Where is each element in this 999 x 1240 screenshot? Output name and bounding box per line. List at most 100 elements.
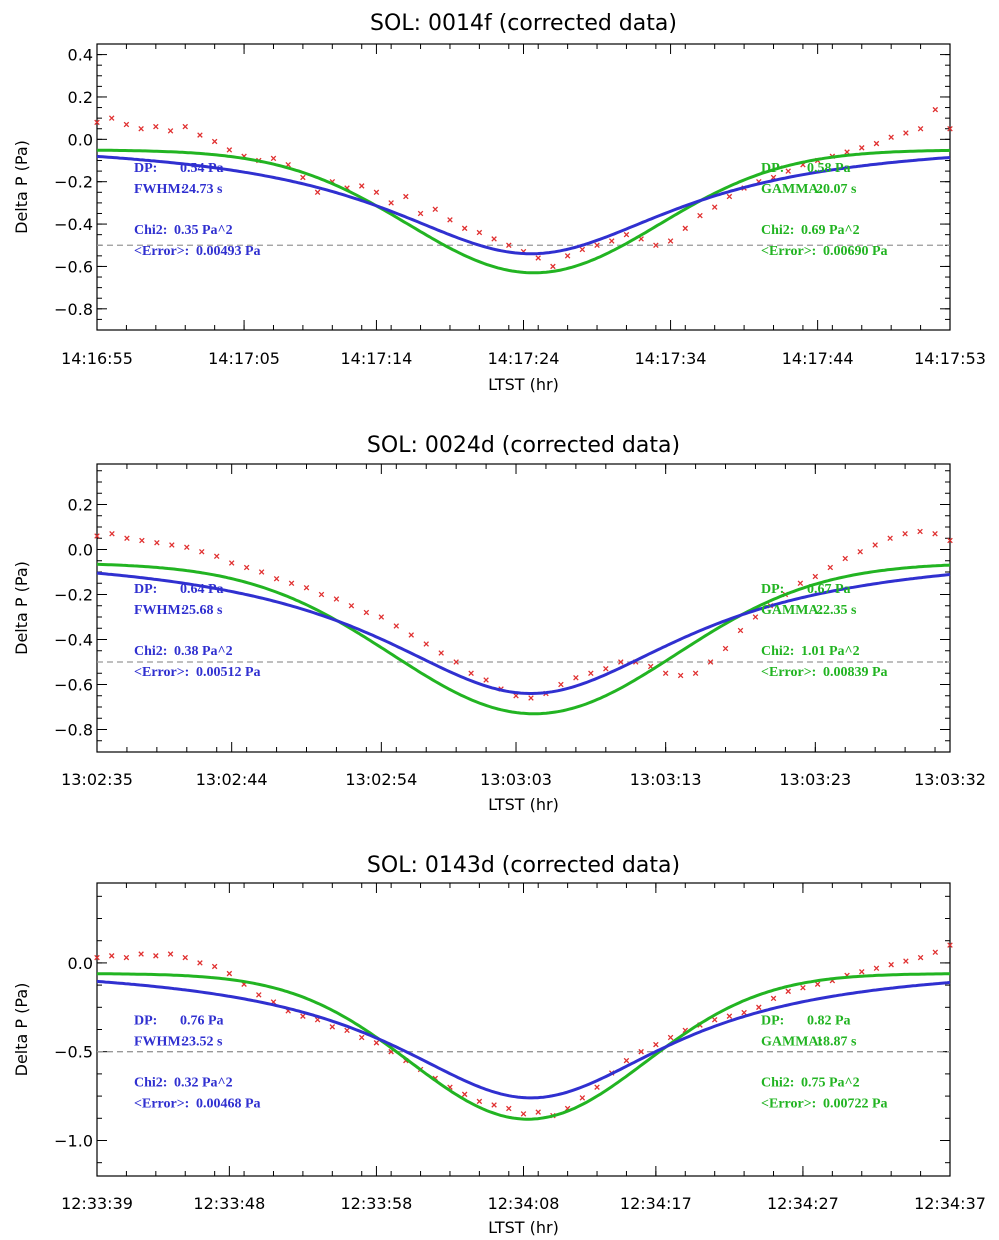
chart-panel-1: SOL: 0014f (corrected data) 0.4 0.2 0.0 −0.2… bbox=[12, 11, 986, 394]
y-tick-label: 0.2 bbox=[68, 496, 93, 515]
x-tick-label: 12:34:27 bbox=[767, 1194, 839, 1213]
data-point bbox=[752, 614, 759, 620]
data-point bbox=[888, 961, 894, 968]
lorentz-err-label: <Error>: bbox=[134, 665, 189, 680]
gauss-dp-label: DP: bbox=[761, 582, 784, 597]
gauss-chi-label: Chi2: bbox=[761, 644, 794, 659]
data-point bbox=[138, 951, 144, 957]
data-point bbox=[535, 255, 541, 261]
data-point bbox=[139, 537, 145, 544]
gauss-width-value: 22.35 s bbox=[816, 603, 857, 618]
data-point bbox=[902, 530, 908, 537]
data-point bbox=[256, 992, 262, 998]
gauss-chi-value: 1.01 Pa^2 bbox=[801, 644, 860, 659]
y-tick-label: −1.0 bbox=[54, 1131, 93, 1150]
data-point bbox=[358, 1034, 365, 1041]
data-point bbox=[273, 575, 280, 582]
data-point bbox=[226, 147, 233, 153]
data-point bbox=[348, 602, 355, 609]
x-axis-label: LTST (hr) bbox=[488, 795, 559, 814]
data-point bbox=[579, 1095, 586, 1101]
gauss-chi-label: Chi2: bbox=[761, 223, 794, 238]
data-point bbox=[461, 1091, 468, 1098]
y-tick-label: 0.0 bbox=[68, 541, 93, 560]
lorentz-dp-value: 0.76 Pa bbox=[180, 1014, 224, 1029]
gaussian-fit-line bbox=[96, 562, 951, 716]
data-point bbox=[932, 106, 939, 113]
x-tick-label: 12:33:39 bbox=[61, 1194, 133, 1213]
data-point bbox=[373, 1040, 380, 1046]
data-point bbox=[594, 242, 600, 249]
data-point bbox=[403, 193, 409, 200]
lorentz-err-value: 0.00512 Pa bbox=[196, 665, 261, 680]
data-point bbox=[153, 123, 159, 130]
data-point bbox=[270, 155, 277, 162]
lorentz-err-value: 0.00493 Pa bbox=[196, 244, 261, 259]
data-point bbox=[770, 995, 777, 1002]
x-tick-label: 12:34:17 bbox=[620, 1194, 692, 1213]
data-point bbox=[917, 528, 923, 535]
data-point bbox=[184, 544, 190, 551]
y-tick-label: −0.6 bbox=[54, 257, 93, 276]
lorentz-dp-label: DP: bbox=[134, 1014, 157, 1029]
data-point bbox=[182, 954, 189, 961]
data-point bbox=[314, 189, 321, 196]
data-point bbox=[682, 225, 689, 232]
x-tick-label: 13:02:54 bbox=[345, 770, 417, 789]
data-point bbox=[653, 242, 659, 249]
data-point bbox=[288, 580, 295, 587]
data-point bbox=[692, 670, 699, 677]
data-point bbox=[363, 609, 370, 616]
x-tick-label: 13:02:35 bbox=[61, 770, 133, 789]
data-point bbox=[608, 238, 615, 244]
data-point bbox=[917, 954, 924, 961]
data-point bbox=[903, 130, 909, 136]
data-point bbox=[423, 641, 429, 647]
x-axis-label: LTST (hr) bbox=[488, 1218, 559, 1237]
data-point bbox=[329, 1024, 336, 1030]
data-point bbox=[226, 970, 233, 977]
gauss-dp-label: DP: bbox=[761, 161, 784, 176]
lorentz-dp-label: DP: bbox=[134, 582, 157, 597]
data-point bbox=[123, 954, 130, 961]
data-point bbox=[797, 580, 804, 587]
gauss-chi-value: 0.75 Pa^2 bbox=[801, 1076, 860, 1091]
gauss-err-value: 0.00722 Pa bbox=[823, 1097, 888, 1112]
lorentz-chi-value: 0.35 Pa^2 bbox=[174, 223, 233, 238]
data-point bbox=[535, 1109, 541, 1115]
y-tick-label: −0.4 bbox=[54, 215, 93, 234]
lorentz-width-label: FWHM: bbox=[134, 603, 185, 618]
data-point bbox=[697, 212, 703, 219]
gauss-width-value: 20.07 s bbox=[816, 182, 857, 197]
lorentz-err-value: 0.00468 Pa bbox=[196, 1097, 261, 1112]
lorentzian-fit-line bbox=[96, 979, 951, 1100]
x-tick-label: 14:17:14 bbox=[341, 349, 413, 368]
data-point bbox=[623, 1057, 630, 1064]
chart-panel-2: SOL: 0024d (corrected data) 0.2 0.0 −0.2 −0.… bbox=[12, 433, 986, 814]
data-point bbox=[213, 553, 220, 560]
y-tick-label: 0.0 bbox=[68, 954, 93, 973]
data-point bbox=[476, 229, 483, 236]
data-point bbox=[169, 542, 175, 548]
gauss-width-label: GAMMA: bbox=[761, 603, 823, 618]
gauss-width-label: GAMMA: bbox=[761, 182, 823, 197]
data-point bbox=[814, 981, 821, 987]
data-point bbox=[476, 1098, 483, 1105]
gauss-dp-label: DP: bbox=[761, 1014, 784, 1029]
data-point bbox=[373, 189, 380, 196]
data-point bbox=[94, 533, 100, 539]
data-point bbox=[211, 963, 218, 970]
lorentz-err-label: <Error>: bbox=[134, 244, 189, 259]
x-tick-label: 13:03:13 bbox=[630, 770, 702, 789]
data-point bbox=[564, 253, 571, 259]
data-point bbox=[167, 951, 174, 957]
y-axis-label: Delta P (Pa) bbox=[12, 561, 31, 655]
data-point bbox=[726, 1013, 733, 1019]
data-point bbox=[491, 1102, 497, 1108]
x-tick-label: 14:17:34 bbox=[635, 349, 707, 368]
data-point bbox=[558, 681, 564, 688]
lorentz-chi-label: Chi2: bbox=[134, 1076, 167, 1091]
x-tick-label: 14:16:55 bbox=[61, 349, 133, 368]
gauss-dp-value: 0.82 Pa bbox=[807, 1014, 851, 1029]
lorentz-width-value: 23.52 s bbox=[182, 1035, 223, 1050]
